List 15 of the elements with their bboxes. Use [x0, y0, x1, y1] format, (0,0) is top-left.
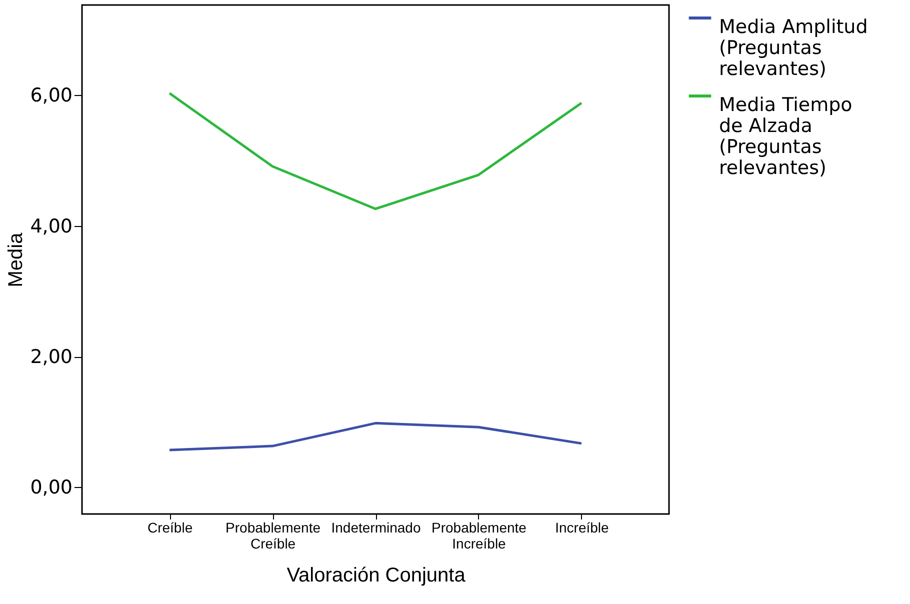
y-tick-label: 4,00 [30, 215, 72, 238]
x-tick-label: Increíble [555, 520, 610, 536]
y-tick-label: 2,00 [30, 346, 72, 368]
y-tick-label: 0,00 [30, 476, 72, 499]
x-tick-label: Creíble [147, 520, 193, 536]
y-axis-title: Media [5, 232, 28, 288]
x-tick-label: Probablemente Creíble [226, 520, 321, 552]
legend-label: Media Amplitud (Preguntas relevantes) [719, 16, 868, 80]
line-series [168, 422, 583, 452]
y-tick-label: 6,00 [30, 84, 72, 107]
x-tick-label: Indeterminado [331, 520, 421, 536]
line-series [168, 92, 583, 210]
x-tick-label: Probablemente Increíble [432, 520, 527, 552]
x-axis-title: Valoración Conjunta [286, 564, 466, 586]
legend-label: Media Tiempo de Alzada (Preguntas relevantes) [719, 94, 852, 179]
